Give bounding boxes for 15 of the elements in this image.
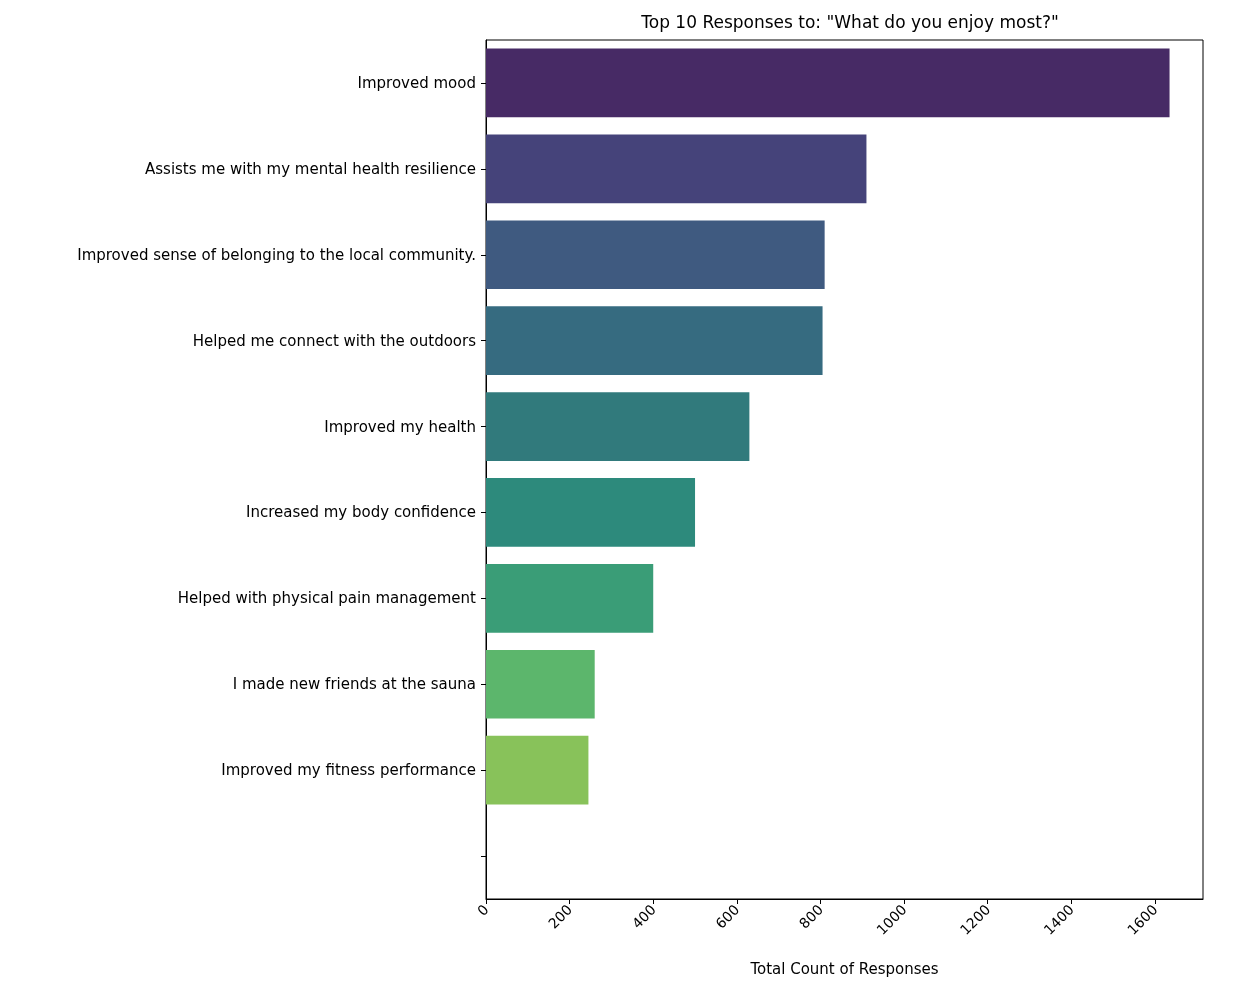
y-tick-label: Helped me connect with the outdoors (192, 331, 477, 350)
y-tick-label: Helped with physical pain management (177, 589, 477, 608)
x-tick-label: 600 (712, 901, 743, 932)
y-tick-label: Assists me with my mental health resilience (145, 159, 476, 178)
x-tick-label: 0 (474, 901, 492, 919)
y-tick-label: Improved sense of belonging to the local community. (77, 245, 476, 264)
x-tick-label: 800 (795, 901, 827, 932)
y-tick-label: Improved mood (357, 73, 476, 92)
chart-title: Top 10 Responses to: "What do you enjoy most?" (640, 11, 1059, 32)
y-tick-label: Increased my body confidence (245, 503, 476, 522)
x-axis-title: Total Count of Responses (749, 959, 939, 978)
x-tick-label: 400 (628, 901, 659, 932)
y-tick-label: Improved my health (324, 417, 476, 436)
y-tick-label: I made new friends at the sauna (232, 675, 476, 694)
y-tick-label: Improved my fitness performance (221, 761, 476, 780)
